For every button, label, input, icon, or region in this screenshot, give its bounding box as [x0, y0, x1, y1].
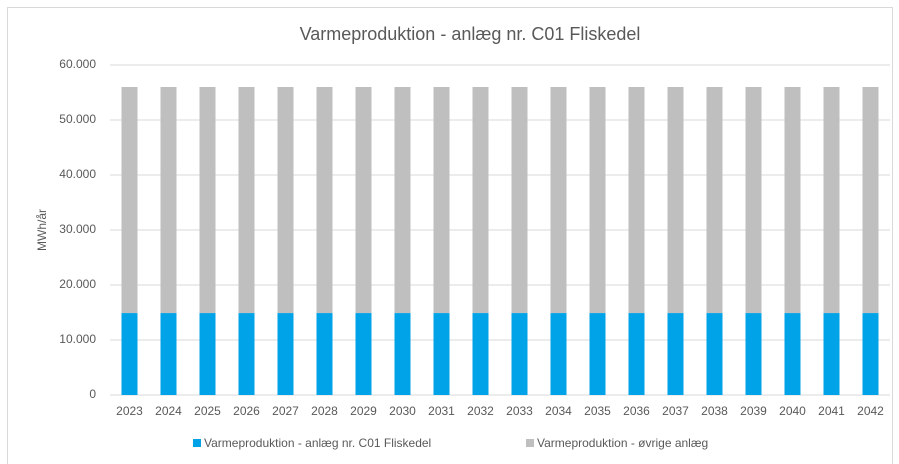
bar-segment — [745, 87, 762, 314]
bar-segment — [238, 313, 255, 395]
y-tick-label: 20.000 — [59, 277, 96, 291]
x-tick-label: 2036 — [623, 404, 650, 418]
x-tick-label: 2034 — [545, 404, 572, 418]
bar-segment — [472, 87, 489, 314]
bar-segment — [277, 313, 294, 395]
bar-segment — [706, 313, 723, 395]
bar-segment — [355, 87, 372, 314]
x-tick-label: 2023 — [116, 404, 143, 418]
bar-segment — [550, 313, 567, 395]
bar-segment — [706, 87, 723, 314]
bar-segment — [511, 87, 528, 314]
bar-segment — [355, 313, 372, 395]
bar-segment — [784, 313, 801, 395]
bar-segment — [316, 87, 333, 314]
x-tick-label: 2035 — [584, 404, 611, 418]
x-tick-label: 2038 — [701, 404, 728, 418]
bar-segment — [862, 87, 879, 314]
bar-segment — [784, 87, 801, 314]
x-tick-label: 2027 — [272, 404, 299, 418]
bar-segment — [667, 313, 684, 395]
y-axis-label: MWh/år — [35, 209, 49, 251]
x-tick-label: 2025 — [194, 404, 221, 418]
y-tick-label: 10.000 — [59, 332, 96, 346]
x-tick-label: 2024 — [155, 404, 182, 418]
x-tick-label: 2026 — [233, 404, 260, 418]
x-tick-label: 2037 — [662, 404, 689, 418]
bar-segment — [628, 87, 645, 314]
x-tick-label: 2041 — [818, 404, 845, 418]
legend-swatch — [193, 439, 201, 447]
chart-border — [7, 7, 893, 464]
x-tick-label: 2030 — [389, 404, 416, 418]
bar-segment — [667, 87, 684, 314]
bar-segment — [433, 313, 450, 395]
chart-title: Varmeproduktion - anlæg nr. C01 Fliskede… — [300, 24, 641, 44]
bar-segment — [199, 313, 216, 395]
bar-segment — [394, 87, 411, 314]
bar-segment — [433, 87, 450, 314]
bar-segment — [160, 87, 177, 314]
y-tick-label: 60.000 — [59, 57, 96, 71]
bar-segment — [199, 87, 216, 314]
x-tick-label: 2031 — [428, 404, 455, 418]
bar-segment — [121, 87, 138, 314]
bar-segment — [121, 313, 138, 395]
x-tick-label: 2032 — [467, 404, 494, 418]
bar-segment — [316, 313, 333, 395]
y-tick-label: 30.000 — [59, 222, 96, 236]
bar-segment — [277, 87, 294, 314]
bar-segment — [238, 87, 255, 314]
y-tick-label: 0 — [89, 387, 96, 401]
y-tick-label: 50.000 — [59, 112, 96, 126]
x-tick-label: 2040 — [779, 404, 806, 418]
bar-segment — [160, 313, 177, 395]
x-tick-label: 2029 — [350, 404, 377, 418]
x-tick-label: 2033 — [506, 404, 533, 418]
x-tick-label: 2042 — [857, 404, 884, 418]
bar-segment — [589, 87, 606, 314]
bar-segment — [745, 313, 762, 395]
bar-segment — [394, 313, 411, 395]
bar-segment — [628, 313, 645, 395]
legend-label: Varmeproduktion - øvrige anlæg — [537, 436, 708, 450]
bar-segment — [550, 87, 567, 314]
legend-label: Varmeproduktion - anlæg nr. C01 Fliskede… — [204, 436, 431, 450]
bar-segment — [862, 313, 879, 395]
bar-segment — [511, 313, 528, 395]
bar-segment — [589, 313, 606, 395]
y-tick-label: 40.000 — [59, 167, 96, 181]
legend-swatch — [526, 439, 534, 447]
bar-segment — [823, 87, 840, 314]
x-tick-label: 2028 — [311, 404, 338, 418]
x-tick-label: 2039 — [740, 404, 767, 418]
bar-segment — [823, 313, 840, 395]
bar-segment — [472, 313, 489, 395]
